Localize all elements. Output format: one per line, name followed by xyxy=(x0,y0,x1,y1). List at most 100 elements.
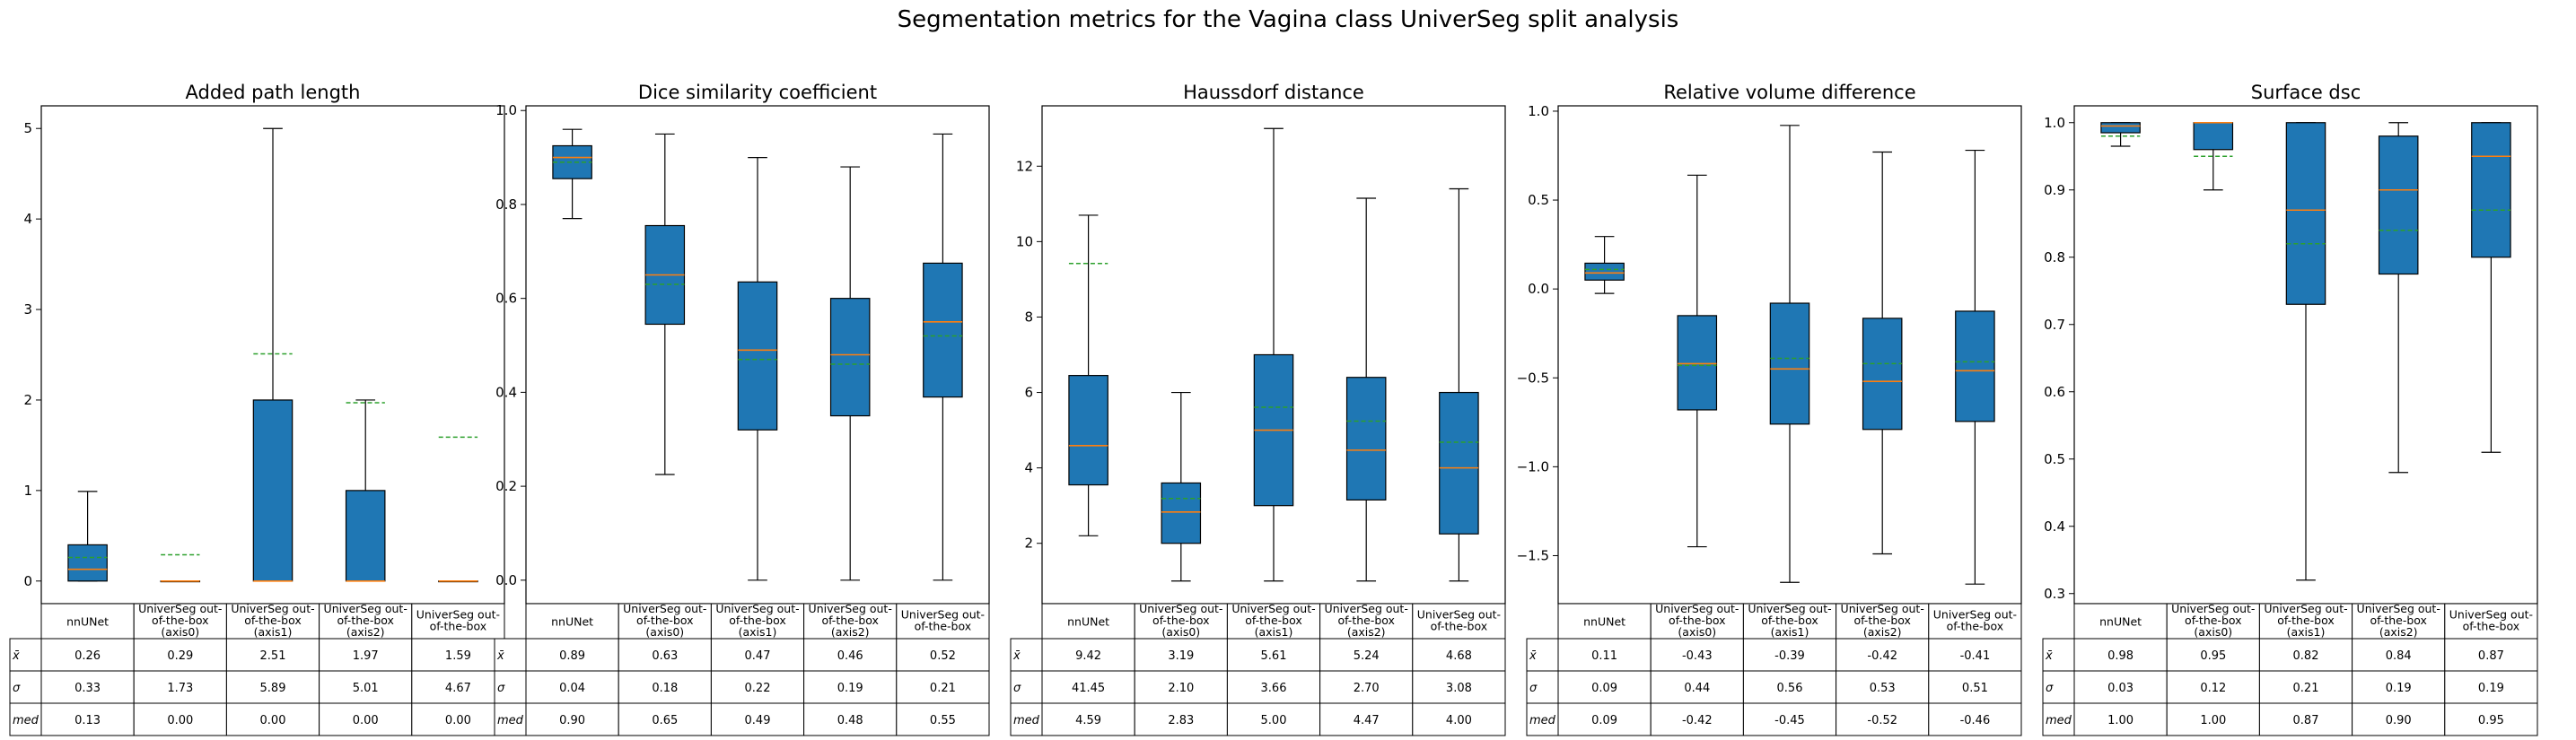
row-label-cell xyxy=(494,638,527,672)
table-value: 1.97 xyxy=(353,649,379,663)
column-header: of-the-box xyxy=(915,620,972,633)
y-tick-label: 0.0 xyxy=(495,572,517,588)
y-tick-label: 6 xyxy=(1024,385,1033,401)
table-cell xyxy=(1412,702,1506,736)
column-header: of-the-box xyxy=(244,614,302,627)
table-value: 4.68 xyxy=(1446,649,1472,663)
table-value: 0.21 xyxy=(930,682,956,695)
box-1 xyxy=(67,491,108,582)
row-label: σ xyxy=(497,682,505,695)
box-4 xyxy=(1345,197,1387,582)
box-2 xyxy=(1161,391,1202,582)
table-value: 5.24 xyxy=(1354,649,1380,663)
y-tick-label: 1 xyxy=(23,483,32,499)
column-header: of-the-box xyxy=(1152,614,1210,627)
panel-title: Added path length xyxy=(186,82,361,103)
table-cell xyxy=(2258,638,2353,672)
y-tick-label: 0.7 xyxy=(2044,317,2065,333)
table-cell xyxy=(1836,638,1930,672)
column-header: of-the-box xyxy=(636,614,694,627)
table-value: -0.41 xyxy=(1960,649,1991,663)
table-value: 3.19 xyxy=(1168,649,1194,663)
table-value: -0.39 xyxy=(1774,649,1805,663)
column-header: of-the-box xyxy=(2370,614,2427,627)
column-header: UniverSeg out- xyxy=(1748,602,1831,615)
table-cell xyxy=(803,638,898,672)
table-value: 2.83 xyxy=(1168,714,1194,727)
column-header: UniverSeg out- xyxy=(2449,608,2533,622)
box-4 xyxy=(1862,151,1903,555)
column-header: nnUNet xyxy=(551,615,593,629)
y-tick-label: 5 xyxy=(23,120,32,136)
table-value: 0.19 xyxy=(2386,682,2412,695)
table-cell xyxy=(1319,702,1414,736)
box-5 xyxy=(1955,149,1995,585)
column-header: (axis2) xyxy=(831,625,870,639)
box-body xyxy=(2193,122,2234,151)
table-cell xyxy=(1742,670,1837,704)
column-header: of-the-box xyxy=(337,614,394,627)
column-header: (axis0) xyxy=(1161,625,1200,639)
table-cell xyxy=(618,670,712,704)
y-tick-label: 0.2 xyxy=(495,478,517,494)
table-value: -0.45 xyxy=(1774,714,1805,727)
box-body xyxy=(1068,375,1108,486)
table-value: -0.42 xyxy=(1867,649,1897,663)
table-cell xyxy=(2352,702,2446,736)
panel-5: Surface dsc 0.3 0.4 0.5 0.6 0.7 0.8 0.9 1.0 nnUNe… xyxy=(2042,82,2538,736)
box-3 xyxy=(1253,127,1294,582)
table-value: 1.59 xyxy=(445,649,471,663)
table-value: 5.00 xyxy=(1261,714,1287,727)
column-header: UniverSeg out- xyxy=(623,602,706,615)
column-header: UniverSeg out- xyxy=(416,608,500,622)
table-value: 0.33 xyxy=(74,682,101,695)
row-label-cell xyxy=(1526,638,1559,672)
table-cell xyxy=(1928,638,2022,672)
panel-1: Added path length 0 1 2 3 4 5 nnUNet UniverSeg o… xyxy=(9,82,505,736)
table-value: 4.67 xyxy=(445,682,471,695)
row-label-cell xyxy=(494,702,527,736)
table-value: -0.42 xyxy=(1682,714,1713,727)
y-tick-label: 0.6 xyxy=(2044,384,2065,400)
row-label-cell xyxy=(1010,670,1043,704)
box-body xyxy=(2471,122,2511,258)
table-cell xyxy=(2258,702,2353,736)
row-label: x̄ xyxy=(2045,649,2053,663)
table-cell xyxy=(525,638,619,672)
y-tick-label: −0.5 xyxy=(1517,370,1549,386)
box-2 xyxy=(1677,174,1718,548)
table-cell xyxy=(618,638,712,672)
box-2 xyxy=(160,553,201,583)
y-tick-label: 10 xyxy=(1016,233,1033,249)
table-value: 0.52 xyxy=(930,649,956,663)
header-cell xyxy=(1319,603,1414,640)
box-body xyxy=(737,281,778,431)
column-header: UniverSeg out- xyxy=(1139,602,1222,615)
table-value: 0.22 xyxy=(745,682,771,695)
y-tick-label: 1.0 xyxy=(495,102,517,118)
table-value: 4.47 xyxy=(1354,714,1380,727)
box-5 xyxy=(923,133,963,581)
table-value: 0.03 xyxy=(2107,682,2134,695)
column-header: (axis2) xyxy=(1347,625,1386,639)
column-header: of-the-box xyxy=(430,620,487,633)
y-tick-label: 0.4 xyxy=(495,384,517,400)
column-header: UniverSeg out- xyxy=(1655,602,1739,615)
row-label: x̄ xyxy=(1012,649,1021,663)
table-value: 0.00 xyxy=(445,714,471,727)
table-value: 0.95 xyxy=(2200,649,2226,663)
row-label-cell xyxy=(9,638,42,672)
column-header: UniverSeg out- xyxy=(1231,602,1315,615)
y-tick-label: 0.0 xyxy=(1528,281,1549,297)
table-value: 0.00 xyxy=(353,714,379,727)
y-tick-label: 0.8 xyxy=(495,196,517,213)
row-label: x̄ xyxy=(496,649,504,663)
header-cell xyxy=(1836,603,1930,640)
table-value: 0.87 xyxy=(2478,649,2504,663)
table-cell xyxy=(1226,670,1321,704)
table-cell xyxy=(133,702,227,736)
